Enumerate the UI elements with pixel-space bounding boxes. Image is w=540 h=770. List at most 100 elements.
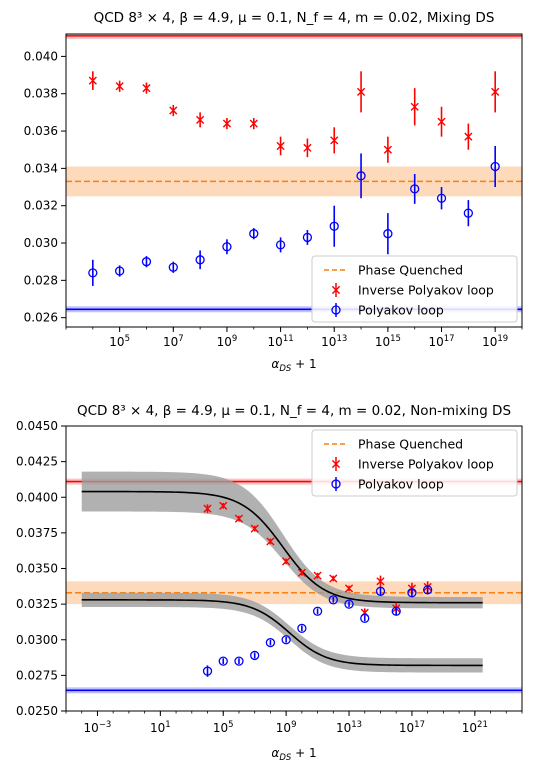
polyakov-point-0 — [88, 259, 98, 286]
circle-marker — [195, 255, 205, 265]
polyakov-point-11 — [375, 586, 386, 596]
legend-inverse-polyakov-marker — [331, 285, 341, 295]
polyakov-point-10 — [356, 153, 366, 199]
y-tick-label: 0.036 — [24, 124, 58, 138]
legend-polyakov-marker — [331, 305, 341, 315]
x-marker — [464, 132, 473, 141]
x-marker — [249, 119, 258, 128]
x-marker — [356, 87, 366, 96]
x-tick-label: 1021 — [462, 720, 488, 735]
circle-marker — [168, 262, 178, 272]
inverse-polyakov-point-10 — [356, 71, 366, 113]
x-marker — [313, 571, 322, 580]
circle-marker — [234, 656, 244, 666]
polyakov-point-2 — [234, 656, 244, 666]
inverse-polyakov-point-4 — [196, 112, 205, 128]
x-marker — [329, 574, 338, 583]
x-tick-label: 1017 — [399, 720, 425, 735]
polyakov-point-8 — [328, 595, 338, 605]
x-marker — [266, 537, 275, 546]
circle-marker — [265, 637, 276, 648]
polyakov-point-3 — [168, 261, 178, 273]
circle-marker — [275, 240, 286, 250]
circle-marker — [410, 184, 420, 194]
x-marker — [203, 504, 212, 513]
y-tick-label: 0.0250 — [16, 704, 58, 718]
polyakov-point-14 — [423, 585, 433, 595]
inverse-polyakov-point-5 — [282, 557, 291, 566]
plot-area — [66, 471, 522, 694]
x-axis-label: αDS + 1 — [271, 357, 316, 374]
circle-marker — [375, 586, 386, 596]
polyakov-point-11 — [383, 213, 393, 255]
inverse-polyakov-point-15 — [491, 71, 500, 113]
legend-box — [311, 429, 518, 497]
circle-marker — [302, 232, 313, 243]
polyakov-point-7 — [275, 237, 286, 253]
x-tick-label: 1013 — [336, 720, 362, 735]
circle-marker — [297, 623, 307, 633]
y-tick-label: 0.0375 — [16, 526, 58, 540]
legend-label: Phase Quenched — [358, 437, 463, 452]
y-tick-label: 0.0425 — [16, 455, 58, 469]
circle-marker — [202, 666, 213, 676]
x-marker — [142, 84, 151, 93]
x-tick-label: 1019 — [482, 334, 508, 349]
circle-marker — [328, 595, 338, 605]
fit-curve-0 — [81, 490, 483, 604]
fit-curve-1 — [81, 599, 483, 667]
circle-marker — [222, 242, 232, 252]
x-marker — [437, 117, 446, 126]
inverse-polyakov-point-8 — [329, 574, 338, 583]
y-tick-label: 0.0275 — [16, 668, 58, 682]
polyakov-point-12 — [391, 606, 401, 616]
inverse-polyakov-point-11 — [383, 136, 392, 163]
inverse-polyakov-point-12 — [410, 88, 419, 126]
x-tick-label: 105 — [213, 720, 234, 735]
x-marker — [234, 514, 244, 523]
polyakov-point-5 — [281, 635, 291, 645]
polyakov-point-7 — [312, 606, 323, 616]
y-tick-label: 0.028 — [24, 273, 58, 287]
legend-inverse-polyakov-marker — [331, 459, 341, 469]
circle-marker — [391, 606, 401, 616]
x-marker — [303, 143, 312, 152]
x-marker — [219, 501, 228, 510]
legend: Phase Quenched Inverse Polyakov loop Polya… — [311, 429, 518, 497]
inverse-polyakov-point-14 — [464, 123, 473, 150]
x-tick-label: 109 — [217, 334, 238, 349]
circle-marker — [141, 257, 152, 267]
legend-label: Polyakov loop — [358, 303, 444, 318]
y-tick-label: 0.0325 — [16, 597, 58, 611]
x-marker — [344, 584, 354, 593]
polyakov-point-14 — [463, 200, 474, 227]
x-tick-label: 109 — [276, 720, 297, 735]
inverse-polyakov-point-9 — [344, 584, 354, 593]
circle-marker — [281, 635, 291, 645]
x-tick-label: 107 — [163, 334, 184, 349]
inverse-polyakov-point-3 — [169, 104, 178, 117]
x-marker — [250, 524, 259, 533]
x-marker — [115, 82, 124, 91]
x-tick-label: 1015 — [375, 334, 401, 349]
x-axis-label: αDS + 1 — [271, 746, 316, 763]
circle-marker — [250, 650, 260, 661]
polyakov-point-4 — [195, 250, 205, 270]
inverse-polyakov-point-11 — [376, 575, 385, 588]
x-marker — [282, 557, 291, 566]
y-tick-label: 0.038 — [24, 87, 58, 101]
x-tick-label: 1013 — [321, 334, 347, 349]
circle-marker — [423, 585, 433, 595]
circle-marker — [407, 588, 417, 598]
circle-marker — [383, 229, 393, 239]
chart-title: QCD 8³ × 4, β = 4.9, μ = 0.1, N_f = 4, m… — [77, 403, 511, 419]
y-tick-label: 0.032 — [24, 199, 58, 213]
y-tick-label: 0.0350 — [16, 562, 58, 576]
series-inverse-polyakov — [88, 71, 500, 163]
x-tick-label: 101 — [150, 720, 171, 735]
circle-marker — [218, 656, 228, 666]
inverse-polyakov-point-6 — [249, 117, 258, 130]
x-tick-label: 1017 — [428, 334, 454, 349]
circle-marker — [114, 266, 125, 276]
